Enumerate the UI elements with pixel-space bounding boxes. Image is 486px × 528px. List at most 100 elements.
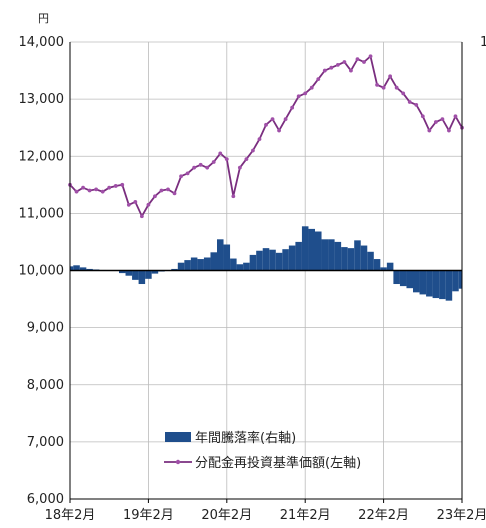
nav-point [113, 184, 118, 188]
y-tick-label: 11,000 [19, 206, 65, 221]
bar [432, 270, 440, 299]
nav-point [179, 174, 183, 179]
line-series [68, 54, 464, 219]
x-tick-label: 21年2月 [280, 508, 331, 523]
nav-point [349, 68, 353, 73]
y-tick-label: 10,000 [19, 264, 65, 279]
nav-point [211, 160, 216, 164]
bar [132, 270, 139, 280]
y-tick-label: 9,000 [27, 321, 64, 336]
bar [203, 257, 211, 271]
bar [73, 265, 80, 271]
nav-point [407, 100, 412, 104]
bar [367, 251, 374, 271]
nav-point [126, 202, 131, 207]
nav-point [198, 162, 203, 167]
bar [328, 239, 335, 271]
nav-point [244, 157, 249, 162]
y-tick-label: 14,000 [19, 35, 65, 50]
nav-point [251, 148, 255, 153]
x-tick-label: 20年2月 [201, 508, 252, 523]
bar-series [70, 226, 462, 301]
nav-point [237, 165, 242, 170]
y-tick-label: 7,000 [27, 435, 64, 450]
nav-point [231, 194, 236, 199]
nav-point [100, 189, 105, 194]
bar [373, 259, 381, 271]
bar [119, 270, 126, 274]
bar [138, 270, 146, 285]
nav-point [277, 128, 281, 133]
nav-point [224, 157, 229, 162]
bar [210, 252, 217, 271]
x-tick-label: 22年2月 [358, 508, 409, 523]
nav-point [218, 151, 223, 156]
nav-point [81, 185, 85, 190]
bar [288, 245, 296, 271]
nav-point [362, 60, 366, 64]
bar [341, 247, 348, 271]
x-tick-label: 19年2月 [123, 508, 174, 523]
nav-point [107, 185, 112, 190]
y-tick-label: 6,000 [27, 492, 64, 507]
legend-bar-swatch [165, 432, 191, 442]
bar [184, 260, 191, 271]
nav-point [74, 189, 79, 194]
bar [406, 270, 413, 289]
nav-point [322, 68, 327, 73]
bar [301, 226, 309, 271]
nav-point [342, 60, 347, 64]
nav-point [172, 191, 177, 196]
nav-point [185, 171, 190, 176]
bar [380, 267, 387, 271]
bar [321, 239, 329, 271]
bar [354, 240, 361, 271]
axes: 6,000 7,000 8,000 9,000 10,000 11,000 12,000 13… [19, 12, 486, 523]
bar [217, 239, 224, 271]
nav-point [453, 114, 458, 119]
nav-point [355, 57, 360, 62]
bar [308, 228, 315, 271]
nav-point [303, 91, 308, 96]
nav-point [388, 74, 393, 79]
y-tick-label: 13,000 [19, 92, 65, 107]
legend-bar-label: 年間騰落率(右軸) [195, 430, 296, 446]
x-tick-label: 18年2月 [45, 508, 96, 523]
bar [452, 270, 459, 292]
bar [79, 267, 87, 271]
nav-point [270, 117, 275, 122]
nav-point [329, 65, 334, 70]
nav-point [440, 117, 445, 122]
nav-point [133, 200, 138, 204]
bar [151, 270, 159, 274]
nav-point [87, 188, 92, 193]
legend: 年間騰落率(右軸) 分配金再投資基準価額(左軸) [164, 430, 361, 471]
bar [243, 262, 250, 271]
nav-line [69, 54, 463, 219]
bar [236, 264, 244, 271]
nav-point [139, 214, 144, 219]
bar [269, 249, 276, 271]
nav-point [205, 165, 210, 170]
y-unit-label: 円 [38, 12, 49, 25]
bar [445, 270, 453, 301]
nav-point [94, 187, 99, 192]
bar [393, 270, 400, 285]
nav-point [335, 62, 340, 67]
nav-point [394, 85, 399, 90]
nav-point [309, 85, 314, 90]
nav-point [420, 114, 425, 119]
nav-point [120, 182, 125, 187]
bar [295, 241, 302, 271]
bar [70, 266, 74, 271]
bar [426, 270, 433, 297]
bar [360, 245, 368, 271]
nav-point [427, 128, 432, 133]
nav-point [381, 85, 386, 90]
bar [413, 270, 420, 293]
legend-line-marker [175, 459, 181, 465]
nav-point [264, 122, 268, 127]
bar [458, 270, 462, 289]
bar [125, 270, 133, 276]
